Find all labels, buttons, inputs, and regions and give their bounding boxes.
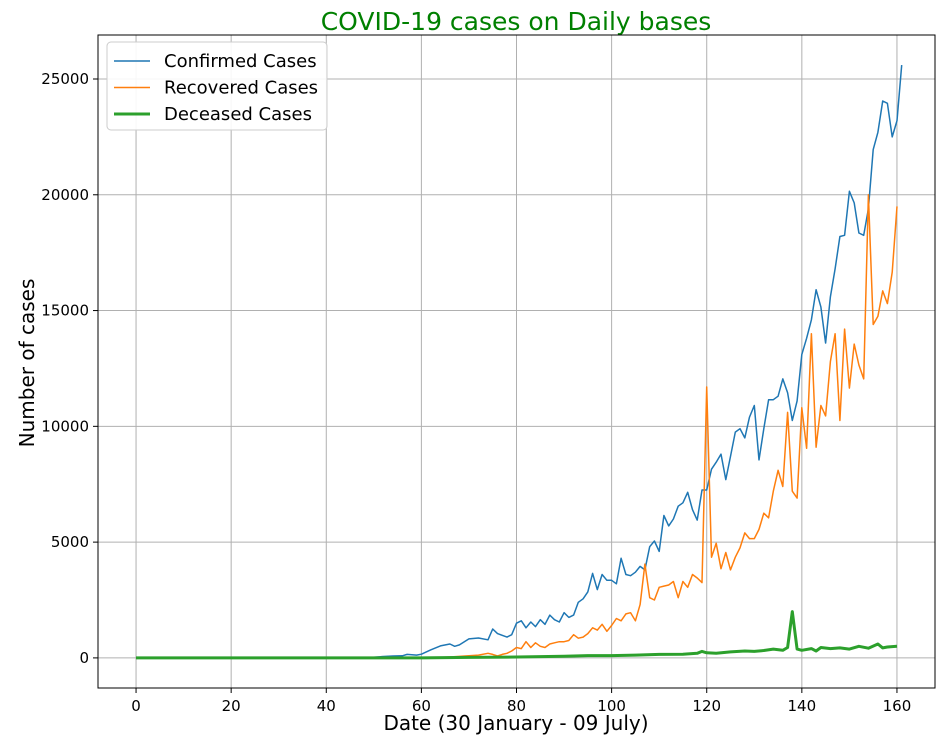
legend-label: Confirmed Cases bbox=[164, 51, 317, 72]
y-axis-label: Number of cases bbox=[15, 279, 39, 448]
legend-label: Recovered Cases bbox=[164, 78, 318, 99]
x-tick-label: 20 bbox=[222, 697, 241, 715]
x-tick-label: 120 bbox=[692, 697, 721, 715]
grid bbox=[98, 35, 935, 688]
series-line-deceased-cases bbox=[136, 610, 898, 660]
legend: Confirmed Cases Recovered Cases Deceased C… bbox=[106, 41, 328, 131]
plot-lines bbox=[136, 65, 903, 660]
series-line-confirmed-cases bbox=[136, 65, 903, 659]
x-tick-label: 140 bbox=[788, 697, 817, 715]
chart-title: COVID-19 cases on Daily bases bbox=[321, 7, 712, 36]
axis-ticks: 0 20 40 60 80 100 120 140 160 0 5000 10000 15000 2000… bbox=[41, 70, 911, 715]
legend-label: Deceased Cases bbox=[164, 104, 312, 125]
x-tick-label: 40 bbox=[317, 697, 336, 715]
x-tick-label: 80 bbox=[507, 697, 526, 715]
y-tick-label: 15000 bbox=[41, 302, 89, 320]
y-tick-label: 0 bbox=[79, 649, 89, 667]
legend-box bbox=[106, 41, 328, 131]
y-tick-label: 10000 bbox=[41, 417, 89, 435]
x-tick-label: 160 bbox=[883, 697, 912, 715]
y-tick-label: 25000 bbox=[41, 70, 89, 88]
series-line-recovered-cases bbox=[136, 194, 898, 659]
y-tick-label: 20000 bbox=[41, 186, 89, 204]
x-tick-label: 100 bbox=[597, 697, 626, 715]
x-tick-label: 0 bbox=[131, 697, 141, 715]
x-tick-label: 60 bbox=[412, 697, 431, 715]
y-tick-label: 5000 bbox=[51, 533, 89, 551]
x-axis-label: Date (30 January - 09 July) bbox=[383, 711, 648, 735]
